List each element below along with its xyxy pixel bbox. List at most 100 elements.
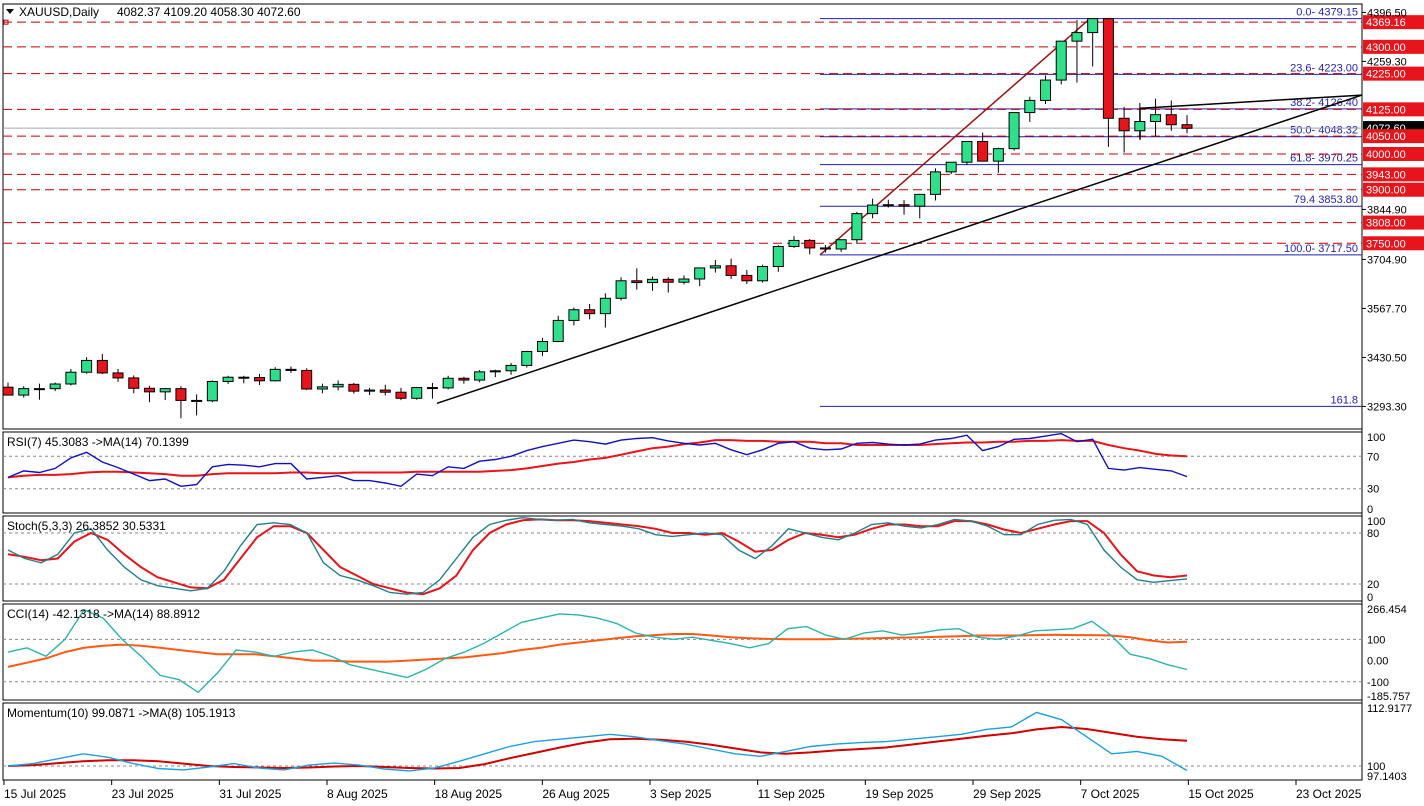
candle-body xyxy=(1181,124,1193,129)
candle-body xyxy=(536,341,548,352)
candle-body xyxy=(81,359,93,373)
time-label-2: 31 Jul 2025 xyxy=(219,787,281,801)
candle-body xyxy=(867,204,879,215)
time-label-10: 7 Oct 2025 xyxy=(1081,787,1140,801)
fib-label-2: 38.2- 4126.40 xyxy=(1290,97,1358,109)
candle-body xyxy=(914,193,926,207)
pane-titles: XAUUSD,Daily 4082.37 4109.20 4058.30 407… xyxy=(6,5,301,19)
fib-label-0: 0.0- 4379.15 xyxy=(1296,7,1358,19)
swing-trendline[interactable] xyxy=(819,18,1091,256)
candle-body xyxy=(1102,18,1114,119)
candle-body xyxy=(222,376,234,383)
fib-label-3: 50.0- 4048.32 xyxy=(1290,125,1358,137)
candle-body xyxy=(254,377,266,382)
ascending-trendline[interactable] xyxy=(436,94,1363,404)
collapse-arrow-icon[interactable] xyxy=(6,9,14,14)
ind3-tick-0: 112.9177 xyxy=(1367,703,1412,715)
price-tick-6: 3293.30 xyxy=(1367,401,1407,413)
candle-body xyxy=(662,278,674,283)
price-tick-0: 4396.50 xyxy=(1367,7,1407,19)
time-label-9: 29 Sep 2025 xyxy=(973,787,1041,801)
channel-top-line[interactable] xyxy=(1139,94,1363,110)
fib-label-7: 161.8 xyxy=(1330,394,1358,406)
price-axes: 4369.164300.004225.004125.004072.604050.… xyxy=(1362,7,1424,413)
ind2-tick-1: 100 xyxy=(1367,634,1385,646)
candle-body xyxy=(819,247,831,250)
candle-body xyxy=(489,370,501,373)
ind2-series-0 xyxy=(7,608,1188,694)
time-label-11: 15 Oct 2025 xyxy=(1188,787,1254,801)
candle-body xyxy=(364,389,376,392)
fibonacci-retracement[interactable]: 0.0- 4379.15 23.6- 4223.00 38.2- 4126.40 50… xyxy=(820,7,1362,407)
ind0-tick-1: 70 xyxy=(1367,451,1379,463)
candle-body xyxy=(18,388,30,396)
price-tick-5: 3430.50 xyxy=(1367,352,1407,364)
price-tag-bg-10 xyxy=(1363,236,1424,251)
price-tag-8: 3900.00 xyxy=(1366,185,1406,197)
fib-label-4: 61.8- 3970.25 xyxy=(1290,153,1358,165)
candle-body xyxy=(1040,79,1052,101)
time-label-8: 19 Sep 2025 xyxy=(865,787,933,801)
candle-body xyxy=(1055,40,1067,81)
time-label-4: 18 Aug 2025 xyxy=(435,787,503,801)
symbol-title: XAUUSD,Daily xyxy=(19,5,99,19)
candle-body xyxy=(426,387,438,390)
candle-body xyxy=(599,297,611,315)
candle-body xyxy=(442,377,454,389)
ind0-tick-3: 0 xyxy=(1367,504,1373,516)
ind2-tick-4: -185.757 xyxy=(1367,691,1410,703)
price-tag-bg-1 xyxy=(1363,39,1424,54)
ind3-title: Momentum(10) 99.0871 ->MA(8) 105.1913 xyxy=(7,706,236,720)
candle-body xyxy=(1008,112,1020,150)
ind0-title: RSI(7) 45.3083 ->MA(14) 70.1399 xyxy=(7,435,189,449)
price-tag-7: 3943.00 xyxy=(1366,169,1406,181)
price-tick-4: 3567.70 xyxy=(1367,303,1407,315)
candle-body xyxy=(741,274,753,282)
price-tag-10: 3750.00 xyxy=(1366,238,1406,250)
candle-body xyxy=(961,141,973,163)
candle-body xyxy=(301,369,313,390)
candle-body xyxy=(929,171,941,195)
candle-body xyxy=(395,391,407,399)
candle-body xyxy=(411,387,423,399)
candle-body xyxy=(112,372,124,379)
ind3-series-0 xyxy=(7,711,1188,772)
time-label-6: 3 Sep 2025 xyxy=(650,787,712,801)
candle-body xyxy=(709,265,721,269)
trendlines[interactable] xyxy=(436,18,1363,404)
price-tag-bg-6 xyxy=(1363,147,1424,161)
time-label-0: 15 Jul 2025 xyxy=(4,787,66,801)
time-label-7: 11 Sep 2025 xyxy=(758,787,825,801)
candle-body xyxy=(1024,99,1036,114)
candle-body xyxy=(615,280,627,299)
candle-body xyxy=(316,386,328,390)
candle-body xyxy=(128,377,140,389)
indicator-panes: 100 70 30 0 RSI(7) 45.3083 ->MA(14) 70.1399 1… xyxy=(3,432,1412,783)
candle-body xyxy=(505,364,517,372)
candle-body xyxy=(143,387,155,393)
candle-body xyxy=(238,376,250,379)
candle-body xyxy=(474,371,486,381)
time-label-12: 23 Oct 2025 xyxy=(1296,787,1362,801)
price-tag-bg-5 xyxy=(1363,129,1424,144)
candle-body xyxy=(96,359,108,374)
price-tag-bg-9 xyxy=(1363,215,1424,230)
candlestick-series xyxy=(2,17,1193,419)
candle-body xyxy=(851,213,863,241)
level-anchor-icon xyxy=(3,19,9,25)
fib-label-5: 79.4 3853.80 xyxy=(1294,194,1358,206)
ind1-tick-2: 20 xyxy=(1367,579,1379,591)
candle-body xyxy=(882,204,894,207)
candle-body xyxy=(898,204,910,207)
ind3-series-1 xyxy=(7,725,1188,770)
time-label-5: 26 Aug 2025 xyxy=(542,787,610,801)
ohlc-values: 4082.37 4109.20 4058.30 4072.60 xyxy=(117,5,301,19)
candle-body xyxy=(49,383,61,390)
ind1-tick-3: 0 xyxy=(1367,592,1373,604)
candle-body xyxy=(1087,18,1099,34)
candle-body xyxy=(788,239,800,248)
candle-body xyxy=(694,267,706,280)
candle-body xyxy=(1150,114,1162,123)
price-tag-6: 4000.00 xyxy=(1366,149,1406,161)
